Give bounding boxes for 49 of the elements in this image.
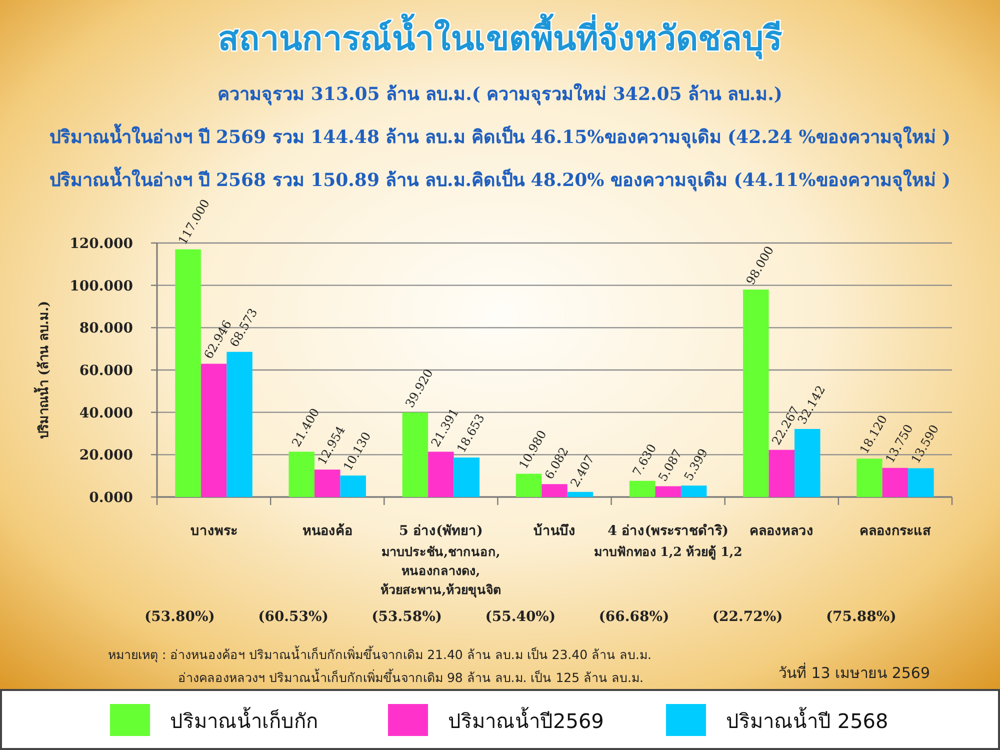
text: (66.68%) <box>598 609 670 625</box>
x-tick-label: บางพระ <box>190 523 238 539</box>
text: (60.53%) <box>258 609 328 625</box>
text: (75.88%) <box>826 609 896 625</box>
bar <box>655 486 681 497</box>
x-tick-label: คลองกระแส <box>860 523 932 539</box>
y-tick-label: 60.000 <box>79 363 134 379</box>
y-tick-label: 0.000 <box>89 490 134 506</box>
text: (22.72%) <box>712 609 783 625</box>
x-tick-label: 4 อ่าง(พระราชดำริ) มาบฟักทอง 1,2 ห้วยตู้ 1,2 <box>594 523 742 560</box>
y-tick-label: 20.000 <box>79 448 134 464</box>
x-tick-label: หนองค้อ <box>302 523 352 539</box>
y-tick-label: 40.000 <box>79 405 134 422</box>
y-tick-label: 80.000 <box>79 320 134 337</box>
chart-title: สถานการณ์น้ำในเขตพื้นที่จังหวัดชลบุรี <box>218 13 783 60</box>
bar <box>629 480 656 497</box>
legend-label: ปริมาณน้ำเก็บกัก <box>170 707 318 733</box>
text: (53.58%) <box>372 609 442 625</box>
bar <box>314 470 340 497</box>
text: อ่างคลองหลวงฯ ปริมาณน้ำเก็บกักเพิ่มขึ้นจากเดิม 98 ล้าน ลบ.ม. เป็น 125 ล้าน ลบ.ม. <box>178 668 644 685</box>
bar <box>175 249 201 497</box>
bar <box>856 458 882 497</box>
bar <box>402 412 428 497</box>
text: (53.80%) <box>144 609 215 625</box>
x-tick-label: บ้านบึง <box>534 523 576 539</box>
bar <box>428 452 454 497</box>
text: ความจุรวม 313.05 ล้าน ลบ.ม.( ความจุรวมใหม่ 342.05 ล้าน ลบ.ม.) ปริมาณน้ำในอ่างฯ ปี 2569 รวม 144.48 ล้าน ลบ.ม คิดเป็น 46.15%ของความจุเดิม (42.24 %ของความจุใหม่ ) ปริมาณน้ำในอ่างฯ ปี 2568 รวม 150.89 ล้าน ลบ.ม.คิดเป็น 48.20% ของความจุเดิม (44.11%ของความจุใหม่ ) <box>49 84 951 191</box>
bar <box>768 450 795 497</box>
text: หมายเหตุ : อ่างหนองค้อฯ ปริมาณน้ำเก็บกักเพิ่มขึ้นจากเดิม 21.40 ล้าน ลบ.ม เป็น 23.40 ล้าน ลบ.ม. <box>108 645 652 663</box>
bar <box>200 364 227 497</box>
y-tick-label: 100.000 <box>70 278 134 294</box>
legend-label: ปริมาณน้ำปี2569 <box>448 707 604 733</box>
text: วันที่ 13 เมษายน 2569 <box>778 662 930 682</box>
y-tick-label: 120.000 <box>70 236 134 252</box>
bar <box>340 476 366 497</box>
legend-label: ปริมาณน้ำปี 2568 <box>726 707 888 733</box>
bar <box>882 468 908 497</box>
y-axis-title: ปริมาณน้ำ (ล้าน ลบ.ม.) <box>33 300 52 440</box>
bar <box>542 484 568 497</box>
x-tick-label: 5 อ่าง(พัทยา) มาบประชัน,ชากนอก, หนองกลางดง, ห้วยสะพาน,ห้วยขุนจิต <box>380 523 502 598</box>
bar <box>908 468 934 497</box>
bar <box>680 486 707 497</box>
bar <box>743 290 769 497</box>
text: (55.40%) <box>485 609 556 625</box>
bar <box>288 452 314 497</box>
bar <box>454 458 480 497</box>
x-tick-label: คลองหลวง <box>750 523 814 539</box>
bar <box>516 474 542 497</box>
bar <box>567 492 594 497</box>
